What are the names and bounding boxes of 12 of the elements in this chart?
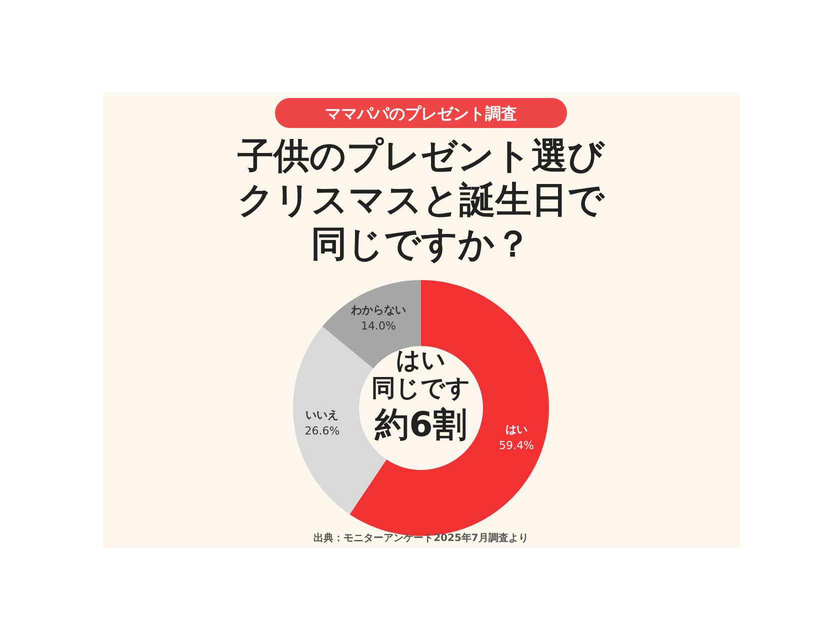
slice-label: はい — [396, 346, 446, 374]
slice-label: はい — [506, 423, 528, 436]
text: 同じです — [372, 374, 470, 402]
text: 約6割 — [374, 405, 467, 445]
data-label: 26.6% — [304, 424, 340, 438]
chart-subtitle: ママパパのプレゼント調査 — [325, 104, 517, 123]
chart-title: 子供のプレゼント選びクリスマスと誕生日で同じですか？ — [238, 136, 606, 265]
slice-label: わからない — [350, 304, 406, 317]
source-note: 出典：モニターアンケート2025年7月調査より — [314, 532, 528, 544]
data-label: 59.4% — [499, 439, 534, 452]
data-label: 14.0% — [361, 320, 396, 333]
slice-label: いいえ — [306, 408, 339, 422]
